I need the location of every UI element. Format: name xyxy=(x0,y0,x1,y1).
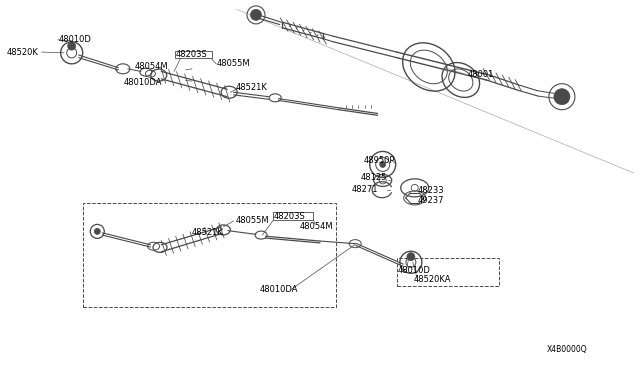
Text: 48520KA: 48520KA xyxy=(414,275,452,283)
Text: 48055M: 48055M xyxy=(216,60,250,68)
Text: 48521K: 48521K xyxy=(236,83,268,92)
Text: 48010DA: 48010DA xyxy=(124,78,162,87)
Circle shape xyxy=(250,9,262,20)
Text: 48271: 48271 xyxy=(352,185,378,194)
Circle shape xyxy=(407,253,415,261)
Text: 48520K: 48520K xyxy=(6,48,38,57)
Text: 48233: 48233 xyxy=(418,186,445,195)
Text: 48054M: 48054M xyxy=(134,62,168,71)
Text: X4B0000Q: X4B0000Q xyxy=(547,345,588,354)
Bar xyxy=(273,212,313,220)
Text: 48950P: 48950P xyxy=(364,156,395,165)
Text: 48054M: 48054M xyxy=(300,222,333,231)
Circle shape xyxy=(94,228,100,234)
Text: 48001: 48001 xyxy=(467,70,493,79)
Text: 48055M: 48055M xyxy=(236,217,269,225)
Text: 48125: 48125 xyxy=(360,173,387,182)
Text: 48521K: 48521K xyxy=(192,228,224,237)
Bar xyxy=(175,51,212,58)
Text: 48010DA: 48010DA xyxy=(259,285,298,294)
Text: 49237: 49237 xyxy=(418,196,444,205)
Circle shape xyxy=(68,42,76,50)
Bar xyxy=(397,258,499,286)
Text: 48010D: 48010D xyxy=(398,266,431,275)
Text: 48010D: 48010D xyxy=(59,35,92,44)
Bar xyxy=(83,203,336,307)
Circle shape xyxy=(554,89,570,105)
Text: 48203S: 48203S xyxy=(176,50,208,59)
Circle shape xyxy=(380,161,386,167)
Text: 48203S: 48203S xyxy=(274,212,306,221)
